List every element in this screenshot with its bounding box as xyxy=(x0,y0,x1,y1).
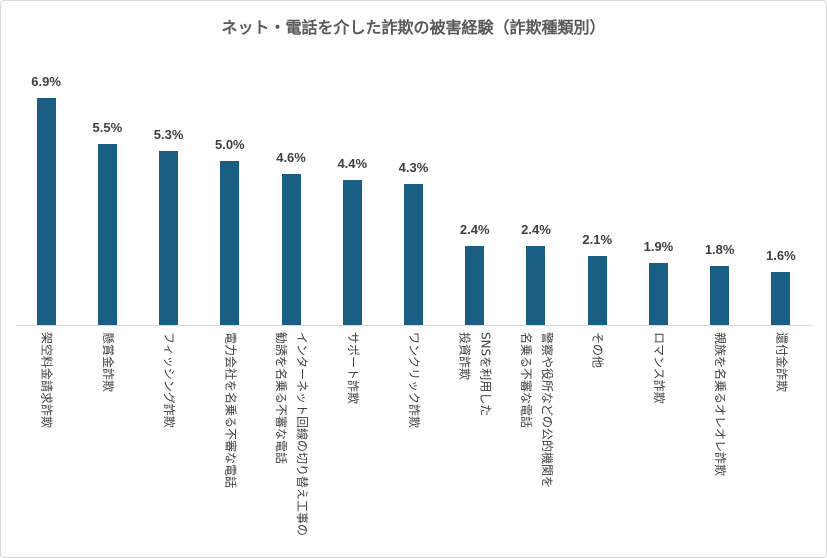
category-label-7: ワンクリック詐欺 xyxy=(407,332,421,429)
data-label-2: 5.5% xyxy=(92,120,123,136)
data-label-11: 1.9% xyxy=(643,238,674,254)
bar-9 xyxy=(526,246,546,325)
bar-13 xyxy=(771,272,791,325)
category-label-6: サポート詐欺 xyxy=(345,332,360,405)
bar-1 xyxy=(36,98,56,325)
data-label-5: 4.6% xyxy=(276,149,306,165)
bar-10 xyxy=(587,255,607,325)
category-label-9: 警察や役所などの公的機関を 名乗る不審な電話 xyxy=(518,332,554,489)
bar-7 xyxy=(404,183,423,325)
data-label-12: 1.8% xyxy=(704,241,735,257)
category-label-10: その他 xyxy=(590,332,605,369)
category-label-2: 懸賞金詐欺 xyxy=(100,332,115,393)
bar-11 xyxy=(648,262,668,325)
data-label-6: 4.4% xyxy=(337,156,368,172)
category-label-11: ロマンス詐欺 xyxy=(651,332,666,404)
category-label-3: フィッシング詐欺 xyxy=(162,332,177,428)
bar-3 xyxy=(159,150,179,325)
category-label-4: 電力会社を名乗る不審な電話 xyxy=(223,332,238,489)
bar-8 xyxy=(465,246,485,325)
data-label-7: 4.3% xyxy=(398,159,429,175)
data-label-8: 2.4% xyxy=(459,222,490,238)
chart-title: ネット・電話を介した詐欺の被害経験（詐欺種類別） xyxy=(221,18,606,37)
bar-4 xyxy=(220,160,240,325)
data-label-9: 2.4% xyxy=(521,222,551,238)
category-label-13: 還付金詐欺 xyxy=(774,332,789,393)
category-label-12: 親族を名乗るオレオレ詐欺 xyxy=(713,332,728,477)
data-label-1: 6.9% xyxy=(31,74,61,90)
bar-2 xyxy=(97,144,117,325)
data-label-10: 2.1% xyxy=(582,231,613,247)
x-axis-line xyxy=(15,325,812,326)
data-label-3: 5.3% xyxy=(153,126,184,142)
category-label-8: SNSを利用した 投資詐欺 xyxy=(457,332,493,417)
data-label-13: 1.6% xyxy=(766,248,796,264)
bar-12 xyxy=(710,265,730,325)
category-label-1: 架空料金請求詐欺 xyxy=(39,332,54,429)
bar-5 xyxy=(281,173,301,325)
bar-6 xyxy=(342,180,362,325)
data-label-4: 5.0% xyxy=(214,136,245,152)
category-label-5: インターネット回線の切り替え工事の 勧誘を名乗る不審な電話 xyxy=(274,332,310,537)
